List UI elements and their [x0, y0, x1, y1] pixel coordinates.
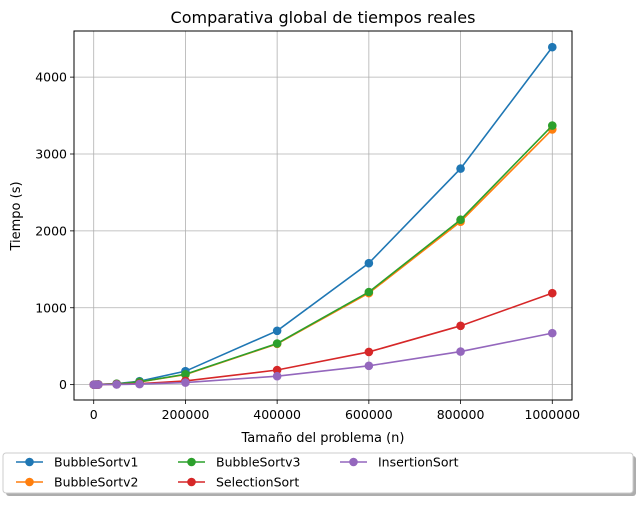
x-tick-label: 0 [90, 407, 98, 422]
data-point-selectionsort [364, 347, 374, 357]
x-tick-label: 800000 [437, 407, 485, 422]
data-point-insertionsort [181, 378, 190, 387]
x-axis-ticks: 0 200000 400000 600000 800000 1000000 [90, 400, 580, 422]
legend-item-bubblesortv2: BubbleSortv2 [16, 475, 139, 490]
legend-marker [187, 457, 196, 467]
legend-marker [25, 457, 34, 467]
series-insertionsort [89, 328, 557, 389]
series-lines [89, 42, 557, 389]
data-point-bubblesortv3 [456, 215, 465, 225]
legend-marker [25, 477, 34, 487]
legend-label: BubbleSortv2 [54, 475, 139, 490]
data-point-selectionsort [456, 321, 465, 331]
x-axis-label: Tamaño del problema (n) [241, 431, 405, 446]
data-point-insertionsort [94, 380, 103, 389]
data-point-selectionsort [272, 365, 282, 375]
y-tick-label: 3000 [35, 147, 67, 162]
data-point-insertionsort [272, 371, 282, 381]
data-point-bubblesortv1 [364, 258, 374, 268]
legend: BubbleSortv1 BubbleSortv2 BubbleSortv3 Sele… [2, 452, 636, 496]
legend-label: InsertionSort [378, 455, 459, 470]
data-point-insertionsort [364, 361, 374, 371]
y-tick-label: 4000 [35, 70, 67, 85]
data-point-bubblesortv3 [181, 369, 190, 379]
x-tick-label: 1000000 [524, 407, 580, 422]
legend-item-selectionsort: SelectionSort [178, 475, 299, 490]
x-tick-label: 600000 [345, 407, 393, 422]
data-point-bubblesortv3 [364, 287, 374, 297]
legend-marker [187, 477, 196, 487]
data-point-selectionsort [547, 288, 557, 298]
legend-label: SelectionSort [216, 475, 299, 490]
data-point-insertionsort [547, 328, 557, 338]
data-point-bubblesortv3 [272, 339, 282, 348]
y-tick-label: 2000 [35, 223, 67, 238]
x-tick-label: 400000 [253, 407, 301, 422]
y-axis-label: Tiempo (s) [9, 181, 24, 251]
legend-item-bubblesortv1: BubbleSortv1 [16, 455, 139, 470]
x-tick-label: 200000 [162, 407, 210, 422]
plot-area-frame [73, 30, 573, 401]
y-axis-ticks: 0 1000 2000 3000 4000 [35, 70, 74, 392]
legend-label: BubbleSortv1 [54, 455, 139, 470]
data-point-insertionsort [456, 347, 465, 356]
legend-label: BubbleSortv3 [216, 455, 301, 470]
legend-marker [349, 457, 358, 467]
data-point-bubblesortv1 [456, 164, 465, 173]
y-tick-label: 1000 [35, 300, 67, 315]
y-tick-label: 0 [59, 377, 67, 392]
data-point-bubblesortv1 [547, 42, 557, 52]
chart-title: Comparativa global de tiempos reales [171, 8, 476, 27]
legend-item-insertionsort: InsertionSort [340, 455, 459, 470]
legend-item-bubblesortv3: BubbleSortv3 [178, 455, 301, 470]
data-point-bubblesortv1 [272, 326, 282, 336]
data-point-insertionsort [112, 380, 121, 389]
data-point-bubblesortv3 [547, 121, 557, 130]
data-point-insertionsort [135, 379, 144, 389]
